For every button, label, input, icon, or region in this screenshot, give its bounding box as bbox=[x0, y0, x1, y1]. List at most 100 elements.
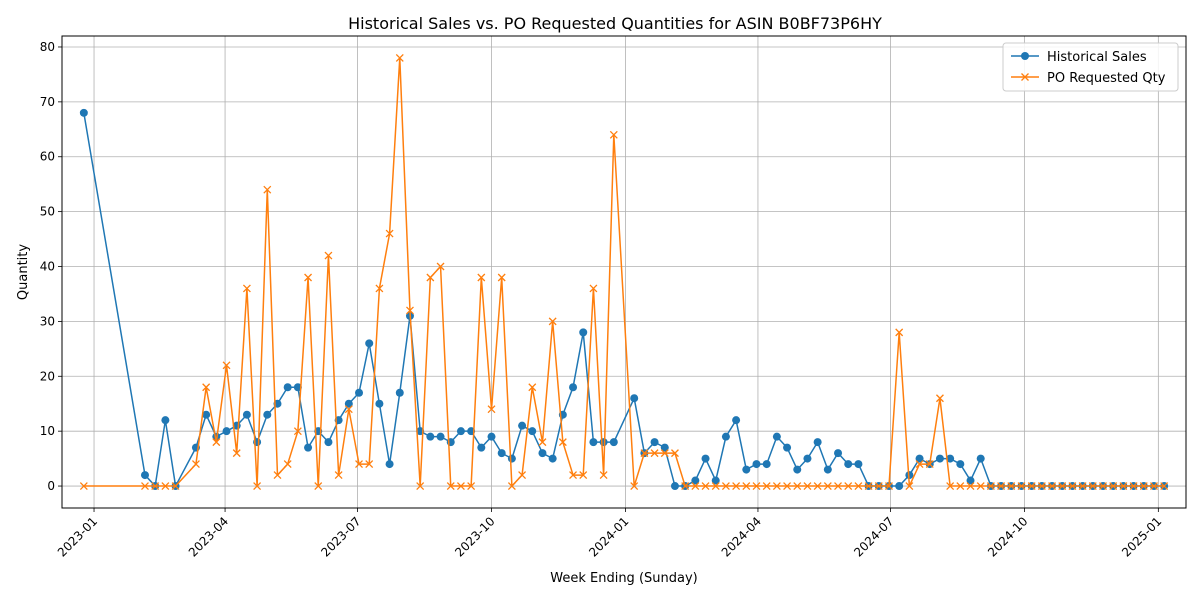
data-point bbox=[803, 482, 812, 491]
data-point bbox=[599, 471, 608, 480]
data-point bbox=[161, 482, 170, 491]
data-point bbox=[946, 482, 955, 491]
data-point bbox=[79, 482, 88, 491]
data-point bbox=[823, 482, 832, 491]
data-point bbox=[711, 482, 720, 491]
data-point bbox=[609, 438, 618, 447]
data-point bbox=[477, 443, 486, 452]
data-point bbox=[426, 432, 435, 441]
data-point bbox=[823, 465, 832, 474]
legend-entry: PO Requested Qty bbox=[1011, 71, 1166, 86]
data-point bbox=[242, 284, 251, 293]
y-tick-label: 20 bbox=[40, 369, 55, 383]
data-point bbox=[314, 482, 323, 491]
data-point bbox=[446, 482, 455, 491]
data-point bbox=[365, 460, 374, 469]
data-point bbox=[1099, 482, 1107, 491]
plot-area bbox=[79, 53, 1169, 491]
data-point bbox=[385, 229, 394, 238]
data-point bbox=[436, 432, 445, 441]
legend-marker bbox=[1021, 52, 1029, 60]
data-point bbox=[762, 460, 771, 469]
data-point bbox=[355, 460, 363, 469]
data-point bbox=[732, 482, 741, 491]
data-point bbox=[976, 454, 985, 463]
legend: Historical Sales PO Requested Qty bbox=[1002, 42, 1179, 92]
data-point bbox=[640, 449, 649, 458]
data-point bbox=[304, 273, 313, 282]
data-point bbox=[569, 471, 578, 480]
y-tick-label: 60 bbox=[40, 150, 55, 164]
data-point bbox=[141, 482, 149, 491]
data-point bbox=[569, 383, 578, 392]
data-point bbox=[324, 251, 333, 260]
y-tick-label: 10 bbox=[40, 424, 55, 438]
data-point bbox=[1109, 482, 1118, 491]
data-point bbox=[497, 273, 506, 282]
data-point bbox=[212, 438, 221, 447]
data-point bbox=[395, 388, 404, 397]
y-tick-label: 80 bbox=[40, 40, 55, 54]
y-tick-label: 30 bbox=[40, 314, 55, 328]
data-point bbox=[538, 438, 547, 447]
data-point bbox=[721, 482, 730, 491]
data-point bbox=[976, 482, 985, 491]
x-tick-label: 2024-01 bbox=[586, 514, 631, 559]
data-point bbox=[711, 476, 720, 485]
data-point bbox=[79, 108, 88, 117]
x-tick-label: 2023-07 bbox=[318, 514, 363, 559]
data-point bbox=[253, 482, 262, 491]
data-point bbox=[813, 482, 822, 491]
data-point bbox=[772, 432, 781, 441]
data-point bbox=[793, 482, 802, 491]
chart-title: Historical Sales vs. PO Requested Quanti… bbox=[348, 14, 882, 33]
data-point bbox=[151, 482, 160, 491]
data-point bbox=[905, 482, 914, 491]
data-point bbox=[732, 416, 741, 425]
data-point bbox=[426, 273, 435, 282]
data-point bbox=[935, 394, 944, 403]
data-point bbox=[548, 454, 557, 463]
data-point bbox=[742, 465, 751, 474]
data-point bbox=[783, 443, 792, 452]
data-point bbox=[986, 482, 995, 491]
data-point bbox=[518, 421, 527, 430]
data-point bbox=[365, 339, 374, 348]
data-point bbox=[456, 427, 465, 436]
data-point bbox=[477, 273, 486, 282]
data-point bbox=[191, 460, 200, 469]
data-point bbox=[660, 443, 669, 452]
data-point bbox=[803, 454, 812, 463]
data-point bbox=[1160, 482, 1169, 491]
legend-label: Historical Sales bbox=[1047, 50, 1147, 65]
data-point bbox=[793, 465, 802, 474]
data-point bbox=[650, 449, 659, 458]
data-point bbox=[344, 405, 353, 414]
data-point bbox=[456, 482, 465, 491]
data-point bbox=[946, 454, 955, 463]
data-point bbox=[589, 438, 598, 447]
legend-box bbox=[1002, 42, 1179, 92]
data-point bbox=[355, 388, 364, 397]
data-point bbox=[528, 383, 537, 392]
x-tick-label: 2025-01 bbox=[1119, 514, 1164, 559]
data-point bbox=[885, 482, 893, 491]
x-tick-label: 2024-04 bbox=[719, 514, 764, 559]
x-tick-label: 2023-04 bbox=[186, 514, 231, 559]
y-tick-label: 50 bbox=[40, 205, 55, 219]
data-point bbox=[895, 328, 904, 337]
data-point bbox=[691, 476, 700, 485]
data-point bbox=[1017, 482, 1026, 491]
data-point bbox=[375, 399, 384, 408]
data-point bbox=[202, 383, 211, 392]
data-point bbox=[395, 53, 404, 62]
data-point bbox=[783, 482, 792, 491]
series-po-requested-qty bbox=[79, 53, 1169, 491]
data-point bbox=[864, 482, 873, 491]
data-point bbox=[1150, 482, 1158, 491]
data-point bbox=[202, 410, 211, 419]
data-point bbox=[548, 317, 557, 326]
data-point bbox=[854, 460, 863, 469]
data-point bbox=[834, 482, 842, 491]
